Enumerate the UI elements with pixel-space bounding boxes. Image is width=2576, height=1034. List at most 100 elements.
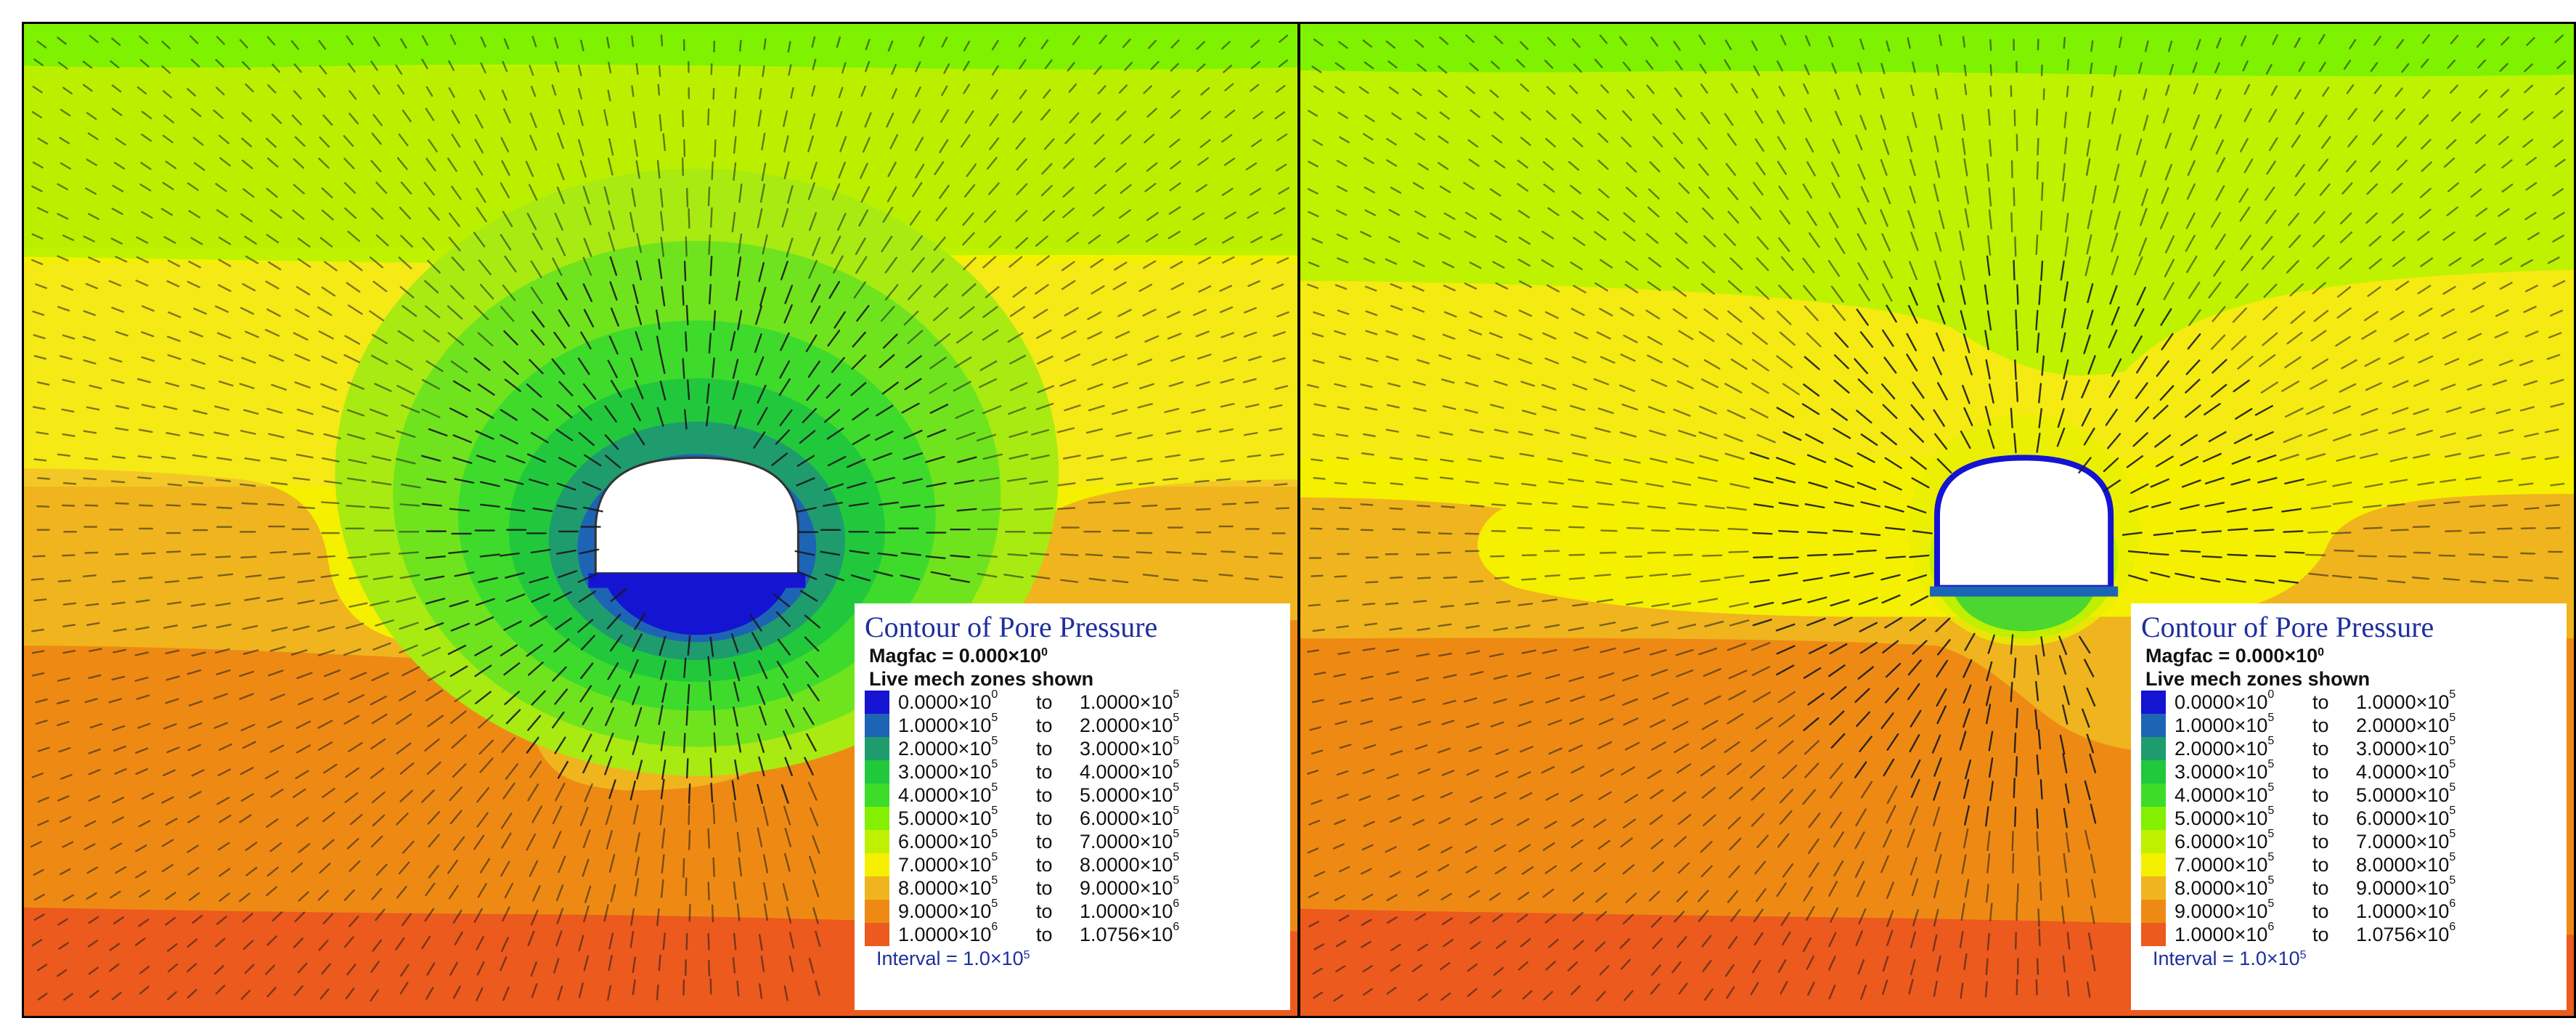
flow-vector bbox=[1647, 335, 1663, 346]
flow-vector bbox=[749, 614, 762, 632]
flow-vector bbox=[2370, 160, 2381, 173]
flow-vector bbox=[245, 574, 262, 578]
flow-vector bbox=[656, 160, 661, 179]
flow-vector bbox=[659, 380, 667, 401]
flow-vector bbox=[1224, 109, 1236, 118]
flow-vector bbox=[2196, 38, 2201, 51]
flow-vector bbox=[2476, 38, 2485, 48]
flow-vector bbox=[1782, 931, 1791, 946]
flow-vector bbox=[1358, 795, 1371, 802]
flow-vector bbox=[370, 160, 382, 173]
flow-vector bbox=[1730, 83, 1738, 94]
flow-vector bbox=[2192, 62, 2198, 73]
flow-vector bbox=[2391, 182, 2403, 194]
flow-vector bbox=[502, 284, 516, 301]
flow-vector bbox=[1678, 813, 1692, 826]
flow-vector bbox=[1963, 953, 1968, 971]
flow-vector bbox=[1336, 160, 1348, 167]
flow-vector bbox=[606, 36, 610, 49]
legend-row: 2.0000×105 to 3.0000×105 bbox=[865, 735, 1290, 760]
flow-vector bbox=[1672, 308, 1687, 319]
flow-vector bbox=[500, 812, 513, 829]
flow-vector bbox=[2298, 61, 2305, 73]
flow-vector bbox=[1809, 232, 1820, 248]
flow-vector bbox=[1060, 579, 1079, 583]
flow-vector bbox=[1984, 284, 1989, 305]
flow-vector bbox=[344, 792, 359, 803]
flow-vector bbox=[963, 256, 977, 271]
flow-vector bbox=[2159, 211, 2169, 229]
flow-vector bbox=[1443, 576, 1458, 579]
flow-vector bbox=[1308, 261, 1320, 267]
flow-vector bbox=[1833, 529, 1854, 533]
flow-vector bbox=[1364, 186, 1375, 194]
flow-vector bbox=[139, 985, 150, 995]
flow-vector bbox=[400, 182, 412, 195]
flow-vector bbox=[349, 860, 361, 872]
flow-vector bbox=[1854, 571, 1874, 578]
flow-vector bbox=[399, 982, 409, 995]
flow-vector bbox=[1675, 457, 1695, 464]
flow-vector bbox=[1494, 160, 1506, 168]
flow-vector bbox=[2138, 237, 2148, 257]
flow-vector bbox=[135, 871, 147, 879]
flow-vector bbox=[1729, 257, 1743, 270]
flow-vector bbox=[1339, 701, 1352, 705]
flow-vector bbox=[656, 984, 659, 1001]
flow-vector bbox=[2105, 408, 2118, 426]
flow-vector bbox=[784, 757, 793, 777]
flow-vector bbox=[2057, 408, 2065, 428]
flow-vector bbox=[31, 233, 44, 240]
flow-vector bbox=[1937, 639, 1951, 656]
flow-vector bbox=[215, 985, 226, 995]
flow-vector bbox=[901, 402, 920, 414]
flow-vector bbox=[1857, 378, 1873, 394]
flow-vector bbox=[349, 602, 368, 608]
flow-vector bbox=[1468, 329, 1483, 335]
flow-vector bbox=[1623, 212, 1636, 223]
flow-vector bbox=[1312, 359, 1325, 365]
flow-vector bbox=[2333, 433, 2352, 441]
flow-vector bbox=[134, 937, 146, 946]
flow-vector bbox=[1389, 725, 1403, 731]
flow-vector bbox=[796, 507, 817, 513]
flow-vector bbox=[1414, 913, 1426, 921]
flow-vector bbox=[865, 60, 871, 73]
flow-vector bbox=[779, 409, 793, 426]
flow-vector bbox=[532, 507, 553, 513]
flow-vector bbox=[1519, 791, 1533, 800]
flow-vector bbox=[1961, 114, 1965, 131]
flow-vector bbox=[900, 552, 921, 556]
flow-vector bbox=[556, 505, 577, 510]
flow-vector bbox=[1676, 380, 1694, 389]
flow-vector bbox=[1144, 134, 1155, 144]
flow-vector bbox=[293, 788, 306, 799]
flow-vector bbox=[1570, 985, 1581, 996]
flow-vector bbox=[730, 330, 736, 351]
flow-vector bbox=[501, 832, 512, 849]
flow-vector bbox=[685, 187, 689, 208]
flow-vector bbox=[1881, 594, 1901, 604]
flow-vector bbox=[1573, 331, 1589, 340]
flow-vector bbox=[370, 600, 390, 606]
flow-vector bbox=[2079, 635, 2091, 654]
flow-vector bbox=[1829, 762, 1843, 779]
flow-vector bbox=[1137, 359, 1152, 366]
flow-vector bbox=[1777, 160, 1788, 175]
flow-vector bbox=[1985, 958, 1989, 975]
flow-vector bbox=[1196, 428, 1212, 433]
flow-vector bbox=[31, 628, 45, 632]
flow-vector bbox=[1750, 813, 1765, 827]
flow-vector bbox=[912, 182, 923, 198]
flow-vector bbox=[1724, 452, 1745, 460]
flow-vector bbox=[827, 455, 847, 467]
flow-vector bbox=[1275, 507, 1290, 510]
legend-to-word: to bbox=[2312, 691, 2329, 713]
flow-vector bbox=[632, 979, 636, 996]
flow-vector bbox=[1912, 61, 1916, 73]
flow-vector bbox=[1939, 34, 1942, 46]
flow-vector bbox=[428, 428, 448, 437]
flow-vector bbox=[1365, 310, 1378, 317]
flow-vector bbox=[1521, 649, 1537, 654]
flow-vector bbox=[2036, 161, 2039, 180]
